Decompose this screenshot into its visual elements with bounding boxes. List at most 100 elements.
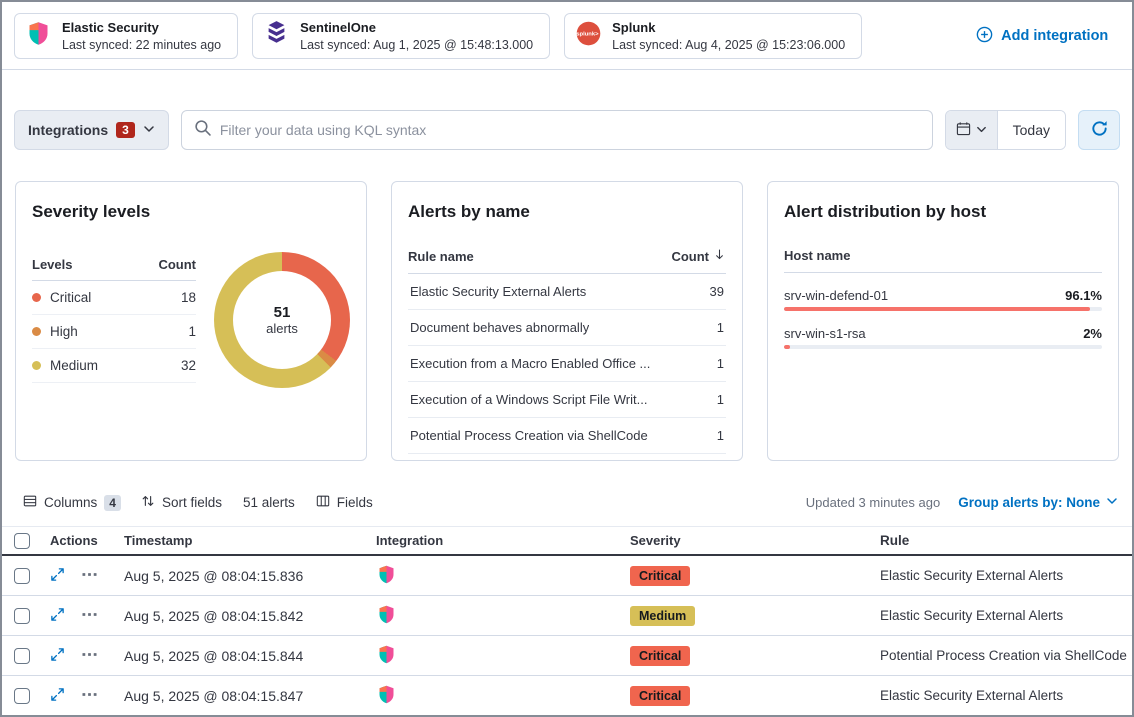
integrations-count-badge: 3 — [116, 122, 135, 138]
severity-levels-panel: Severity levels Levels Count Critical 18… — [15, 181, 367, 461]
date-picker-group: Today — [944, 110, 1066, 150]
add-integration-label: Add integration — [1001, 28, 1109, 44]
chevron-down-icon — [143, 122, 155, 138]
rule-column-header[interactable]: Rule — [880, 533, 910, 548]
donut-label: alerts — [266, 321, 298, 336]
donut-total: 51 — [273, 304, 291, 321]
alert-timestamp: Aug 5, 2025 @ 08:04:15.847 — [124, 687, 304, 704]
sort-fields-button[interactable]: Sort fields — [134, 491, 229, 514]
severity-badge: Medium — [630, 605, 696, 626]
columns-button[interactable]: Columns 4 — [16, 491, 128, 514]
severity-count: 1 — [188, 324, 196, 339]
rule-name-column-header: Rule name — [408, 248, 474, 264]
count-column-header[interactable]: Count — [671, 248, 726, 264]
severity-label: Medium — [50, 358, 99, 373]
calendar-icon — [956, 121, 971, 139]
elastic-security-logo-icon — [376, 604, 397, 628]
host-progress-fill — [784, 345, 791, 349]
rule-count: 39 — [709, 284, 724, 299]
integration-card-sentinelone[interactable]: SentinelOne Last synced: Aug 1, 2025 @ 1… — [252, 13, 551, 59]
row-checkbox[interactable] — [14, 607, 30, 624]
integration-card-elastic-security[interactable]: Elastic Security Last synced: 22 minutes… — [14, 13, 239, 59]
integration-name: SentinelOne — [300, 20, 376, 35]
kql-filter-input[interactable] — [219, 122, 920, 138]
alert-distribution-by-host-panel: Alert distribution by host Host name srv… — [767, 181, 1119, 461]
expand-alert-button[interactable] — [50, 607, 65, 625]
more-actions-button[interactable] — [82, 647, 97, 665]
elastic-security-logo-icon — [376, 684, 397, 708]
refresh-button[interactable] — [1078, 110, 1120, 150]
rule-name: Execution of a Windows Script File Writ.… — [410, 392, 648, 407]
timestamp-column-header[interactable]: Timestamp — [124, 533, 193, 548]
columns-icon — [23, 494, 37, 511]
severity-table: Levels Count Critical 18 High 1 — [32, 257, 196, 383]
chevron-down-icon — [976, 123, 987, 138]
integration-card-splunk[interactable]: splunk> Splunk Last synced: Aug 4, 2025 … — [564, 13, 863, 59]
alerts-by-name-panel: Alerts by name Rule name Count Elastic S… — [391, 181, 743, 461]
alerts-table-header: Actions Timestamp Integration Severity R… — [2, 526, 1132, 556]
alert-row: Aug 5, 2025 @ 08:04:15.847 Critical Elas… — [2, 676, 1132, 715]
expand-alert-button[interactable] — [50, 647, 65, 665]
integrations-filter-label: Integrations — [28, 122, 109, 138]
summary-panels: Severity levels Levels Count Critical 18… — [2, 181, 1132, 461]
alert-timestamp: Aug 5, 2025 @ 08:04:15.844 — [124, 647, 304, 664]
sort-fields-label: Sort fields — [161, 495, 222, 510]
integrations-filter-button[interactable]: Integrations 3 — [14, 110, 169, 150]
integration-name: Elastic Security — [62, 20, 159, 35]
severity-dot — [32, 361, 41, 370]
host-percent: 2% — [1083, 326, 1102, 341]
row-checkbox[interactable] — [14, 647, 30, 664]
elastic-security-logo-icon — [376, 644, 397, 668]
integration-column-header[interactable]: Integration — [376, 533, 444, 548]
sentinelone-logo-icon — [263, 20, 290, 52]
severity-dot — [32, 293, 41, 302]
panel-title: Severity levels — [32, 202, 151, 221]
panel-title: Alerts by name — [408, 202, 530, 221]
expand-icon — [50, 687, 65, 705]
group-alerts-by-button[interactable]: Group alerts by: None — [958, 495, 1118, 510]
more-actions-button[interactable] — [82, 567, 97, 585]
rule-name: Document behaves abnormally — [410, 320, 590, 335]
alert-name-row: Execution of a Windows Script File Writ.… — [408, 382, 726, 418]
alerts-table: Actions Timestamp Integration Severity R… — [2, 526, 1132, 715]
search-icon — [194, 119, 211, 141]
elastic-security-logo-icon — [25, 20, 52, 52]
more-actions-button[interactable] — [82, 687, 97, 705]
expand-alert-button[interactable] — [50, 567, 65, 585]
kql-search-box — [180, 110, 933, 150]
row-checkbox[interactable] — [14, 567, 30, 584]
splunk-logo-icon: splunk> — [575, 20, 602, 52]
rule-name: Potential Process Creation via ShellCode — [410, 428, 648, 443]
severity-badge: Critical — [630, 685, 691, 706]
host-percent: 96.1% — [1065, 288, 1102, 303]
integration-last-synced: Last synced: 22 minutes ago — [62, 38, 222, 52]
sort-descending-arrow-icon — [713, 248, 726, 264]
severity-count: 18 — [180, 290, 196, 305]
boxes-horizontal-icon — [82, 607, 97, 625]
integration-last-synced: Last synced: Aug 4, 2025 @ 15:23:06.000 — [612, 38, 846, 52]
select-all-checkbox[interactable] — [14, 532, 30, 549]
row-checkbox[interactable] — [14, 687, 30, 704]
expand-icon — [50, 647, 65, 665]
rule-count: 1 — [716, 428, 724, 443]
alert-name-row: Potential Process Creation via ShellCode… — [408, 418, 726, 454]
rule-count: 1 — [716, 356, 724, 371]
severity-badge: Critical — [630, 565, 691, 586]
boxes-horizontal-icon — [82, 687, 97, 705]
severity-column-header[interactable]: Severity — [630, 533, 681, 548]
more-actions-button[interactable] — [82, 607, 97, 625]
fields-label: Fields — [336, 495, 373, 510]
today-button[interactable]: Today — [997, 111, 1065, 149]
fields-button[interactable]: Fields — [309, 491, 380, 514]
alert-name-row: Document behaves abnormally 1 — [408, 310, 726, 346]
alert-timestamp: Aug 5, 2025 @ 08:04:15.836 — [124, 567, 304, 584]
group-alerts-by-label: Group alerts by: None — [958, 495, 1100, 510]
expand-alert-button[interactable] — [50, 687, 65, 705]
rule-count: 1 — [716, 320, 724, 335]
add-integration-button[interactable]: Add integration — [976, 26, 1108, 47]
date-picker-button[interactable] — [945, 111, 998, 149]
integration-name: Splunk — [612, 20, 656, 35]
svg-text:splunk>: splunk> — [576, 32, 599, 38]
host-name-column-header: Host name — [784, 248, 1102, 273]
